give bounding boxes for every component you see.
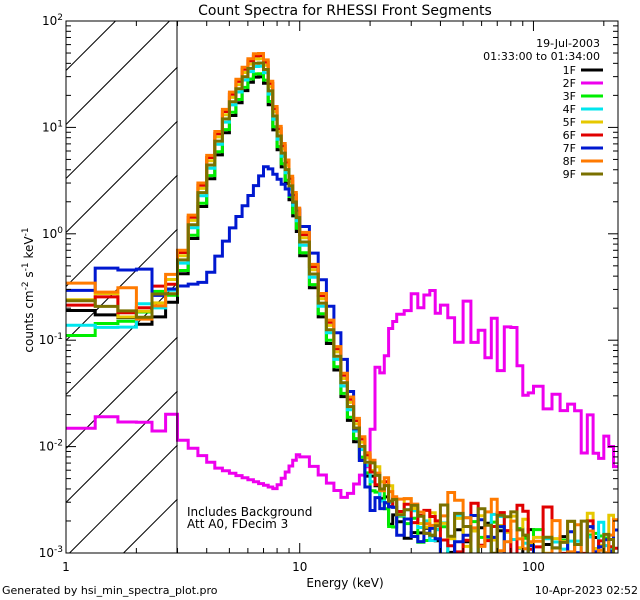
y-tick-label: 101	[42, 119, 63, 134]
y-label-tail: keV	[22, 236, 36, 263]
hatch-line	[65, 174, 178, 287]
series-1f-line	[66, 75, 615, 553]
plot-frame	[65, 20, 619, 554]
series-2f-line	[66, 289, 618, 499]
annotation-attenuator: Att A0, FDecim 3	[187, 517, 288, 531]
hatch-line	[65, 20, 170, 125]
legend-label-8f: 8F	[563, 155, 576, 168]
y-label-exp1: -2	[21, 281, 31, 290]
y-label-base: counts cm	[22, 290, 36, 352]
hatch-line	[123, 498, 178, 554]
legend-label-3f: 3F	[563, 90, 576, 103]
legend-label-9f: 9F	[563, 168, 576, 181]
hatch-line	[65, 66, 178, 179]
y-label-exp2: -1	[21, 262, 31, 271]
y-tick-label: 10-3	[39, 545, 63, 560]
hatch-line	[69, 444, 178, 554]
date-label: 19-Jul-2003	[536, 37, 600, 50]
x-tick-label: 1	[62, 560, 70, 574]
x-axis-label: Energy (keV)	[306, 576, 383, 590]
x-tick-labels: 1 10 100	[62, 560, 545, 574]
legend-label-4f: 4F	[563, 103, 576, 116]
legend-label-6f: 6F	[563, 129, 576, 142]
series-9f-line	[66, 61, 615, 553]
time-range-label: 01:33:00 to 01:34:00	[483, 50, 600, 63]
y-tick-label: 10-2	[39, 439, 63, 454]
y-label-mid: s	[22, 271, 36, 281]
series-group	[66, 52, 618, 553]
hatch-line	[65, 20, 116, 71]
y-axis-label: counts cm-2 s-1 keV-1	[21, 227, 36, 352]
hatch-line	[65, 336, 178, 449]
series-8f-line	[66, 52, 618, 553]
y-tick-label: 10-1	[39, 332, 63, 347]
y-label-exp3: -1	[21, 227, 31, 236]
legend-label-2f: 2F	[563, 77, 576, 90]
footer-generated-by: Generated by hsi_min_spectra_plot.pro	[2, 584, 218, 597]
series-3f-line	[66, 72, 611, 553]
y-tick-label: 102	[42, 13, 63, 28]
legend-label-5f: 5F	[563, 116, 576, 129]
x-tick-label: 10	[292, 560, 307, 574]
hatch-line	[65, 228, 178, 341]
hatch-line	[65, 120, 178, 233]
series-6f-line	[66, 54, 618, 553]
chart-title: Count Spectra for RHESSI Front Segments	[198, 3, 492, 19]
annotation-background: Includes Background	[187, 505, 312, 519]
legend-label-7f: 7F	[563, 142, 576, 155]
axis-ticks	[65, 20, 618, 554]
y-tick-labels: 10-3 10-2 10-1 100 101 102	[39, 13, 64, 560]
legend-label-1f: 1F	[563, 64, 576, 77]
y-tick-label: 100	[42, 226, 63, 241]
footer-timestamp: 10-Apr-2023 02:52	[535, 584, 638, 597]
x-tick-label: 100	[522, 560, 545, 574]
hatched-region	[65, 20, 178, 554]
hatch-line	[65, 390, 178, 503]
